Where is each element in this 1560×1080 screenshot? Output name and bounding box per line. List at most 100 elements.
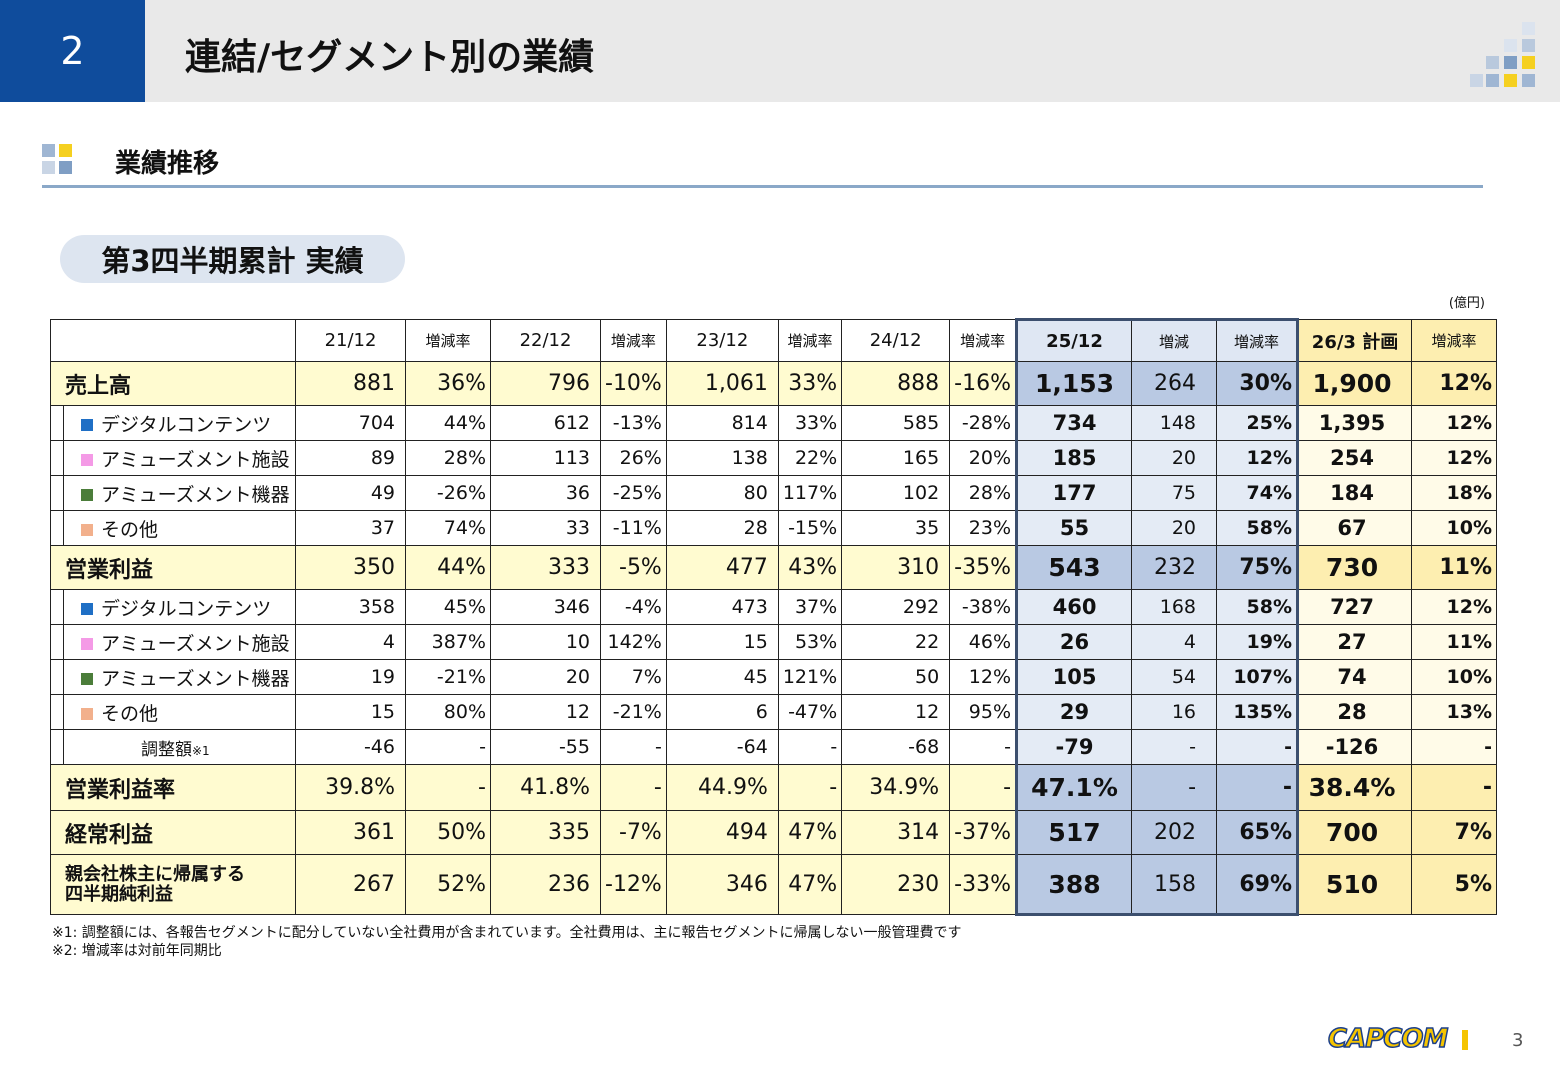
label-line: 経常利益	[65, 822, 154, 848]
page-number: 3	[1512, 1030, 1524, 1051]
table-cell: 796	[490, 361, 601, 406]
table-cell: -16%	[949, 361, 1018, 406]
row-label: デジタルコンテンツ	[50, 405, 296, 441]
table-cell: 177	[1015, 475, 1133, 511]
legend-marker	[81, 602, 93, 615]
table-cell: 22	[841, 624, 951, 660]
table-cell: -28%	[949, 405, 1018, 441]
table-cell: 39.8%	[295, 764, 406, 811]
table-cell: 16	[1131, 694, 1218, 730]
table-cell: 41.8%	[490, 764, 601, 811]
table-cell: 10%	[1411, 659, 1498, 695]
legend-marker	[81, 453, 93, 466]
label-note: ※1	[192, 743, 210, 758]
table-cell: -79	[1015, 729, 1133, 765]
table-cell: 27	[1296, 624, 1413, 660]
table-cell: 19%	[1216, 624, 1299, 660]
table-cell: 510	[1296, 854, 1413, 915]
table-cell: -	[600, 764, 667, 811]
table-cell: 1,900	[1296, 361, 1413, 406]
table-cell: 75	[1131, 475, 1218, 511]
table-row: 経常利益 361 50% 335 -7% 494 47% 314 -37% 517 202 65% 70…	[50, 810, 1498, 855]
table-cell: 727	[1296, 589, 1413, 625]
table-cell: 55	[1015, 510, 1133, 546]
table-cell: 543	[1015, 545, 1133, 590]
header-cell: 増減率	[1216, 318, 1299, 362]
table-cell: 20	[1131, 440, 1218, 476]
table-cell: 25%	[1216, 405, 1299, 441]
table-cell: 700	[1296, 810, 1413, 855]
table-row: 売上高 881 36% 796 -10% 1,061 33% 888 -16% 1,153 264 3…	[50, 361, 1498, 406]
table-cell: -	[405, 729, 491, 765]
table-cell: 158	[1131, 854, 1218, 916]
page-title: 連結/セグメント別の業績	[185, 37, 595, 78]
heading-rule	[42, 185, 1483, 188]
table-cell: 7%	[1411, 810, 1498, 855]
table-cell: 254	[1296, 440, 1413, 476]
header-cell: 22/12	[490, 319, 601, 362]
table-cell: 12%	[1411, 361, 1498, 406]
legend-marker	[81, 672, 93, 685]
table-cell: 74%	[1216, 475, 1299, 511]
table-cell: 310	[841, 545, 951, 590]
table-cell: 4	[295, 624, 406, 660]
table-cell: 230	[841, 854, 951, 915]
table-cell: 12%	[1411, 589, 1498, 625]
header-cell: 25/12	[1015, 318, 1133, 362]
label-text: アミューズメント機器	[101, 667, 290, 690]
table-cell: 35	[841, 510, 951, 546]
heading-icon	[42, 144, 72, 174]
header-cell: 増減率	[600, 319, 667, 362]
row-label: 親会社株主に帰属する 四半期純利益	[50, 854, 296, 915]
table-cell: -68	[841, 729, 951, 765]
table-cell: 23%	[949, 510, 1018, 546]
table-cell: -25%	[600, 475, 667, 511]
results-table: 21/12 増減率 22/12 増減率 23/12 増減率 24/12 増減率 25/12 増減増…	[50, 318, 1498, 916]
table-cell: 67	[1296, 510, 1413, 546]
table-cell: 33%	[777, 361, 843, 406]
table-cell: 37%	[777, 589, 843, 625]
legend-marker	[81, 637, 93, 650]
table-cell: 58%	[1216, 589, 1299, 625]
table-cell: -	[777, 729, 843, 765]
table-cell: 6	[665, 694, 779, 730]
table-row: 調整額※1 -46- -55- -64- -68- -79- - -126-	[50, 729, 1498, 765]
table-cell: 89	[295, 440, 406, 476]
table-cell: 80%	[405, 694, 491, 730]
table-cell: 185	[1015, 440, 1133, 476]
table-cell: 18%	[1411, 475, 1498, 511]
table-cell: -15%	[777, 510, 843, 546]
table-cell: 12%	[1216, 440, 1299, 476]
row-label: その他	[50, 694, 296, 730]
table-cell: -	[600, 729, 667, 765]
header-cell: 増減率	[405, 319, 491, 362]
table-cell: 107%	[1216, 659, 1299, 695]
table-cell: 19	[295, 659, 406, 695]
header-cell: 23/12	[665, 319, 779, 362]
section-heading: 業績推移	[115, 149, 220, 179]
table-cell: 45%	[405, 589, 491, 625]
table-cell: -35%	[949, 545, 1018, 590]
table-row: その他 15 80% 12 -21% 6 -47% 12 95% 29 16 135% 28 13%	[50, 694, 1498, 730]
table-cell: 460	[1015, 589, 1133, 625]
table-row: 親会社株主に帰属する 四半期純利益 267 52% 236 -12% 346 47% 230 -3…	[50, 854, 1498, 916]
table-cell: 232	[1131, 545, 1218, 590]
table-cell: 74	[1296, 659, 1413, 695]
table-cell: 15	[295, 694, 406, 730]
label-text: アミューズメント施設	[101, 448, 290, 471]
table-cell: 13%	[1411, 694, 1498, 730]
table-cell: 358	[295, 589, 406, 625]
table-cell: -55	[490, 729, 601, 765]
table-row: 営業利益率 39.8% -41.8% -44.9% -34.9% -47.1% - -38.4…	[50, 764, 1498, 811]
table-cell: 26%	[600, 440, 667, 476]
table-row: デジタルコンテンツ 704 44% 612 -13% 814 33% 585 -28% 734 14…	[50, 405, 1498, 441]
table-cell: -64	[665, 729, 779, 765]
table-title: 第3四半期累計 実績	[60, 235, 405, 283]
table-cell: -	[1216, 729, 1299, 765]
table-cell: 95%	[949, 694, 1018, 730]
table-cell: 7%	[600, 659, 667, 695]
table-cell: 585	[841, 405, 951, 441]
table-cell: 113	[490, 440, 601, 476]
table-row: アミューズメント施設 4 387% 10 142% 15 53% 22 46% 26 4 19% 27 1…	[50, 624, 1498, 660]
table-cell: 80	[665, 475, 779, 511]
